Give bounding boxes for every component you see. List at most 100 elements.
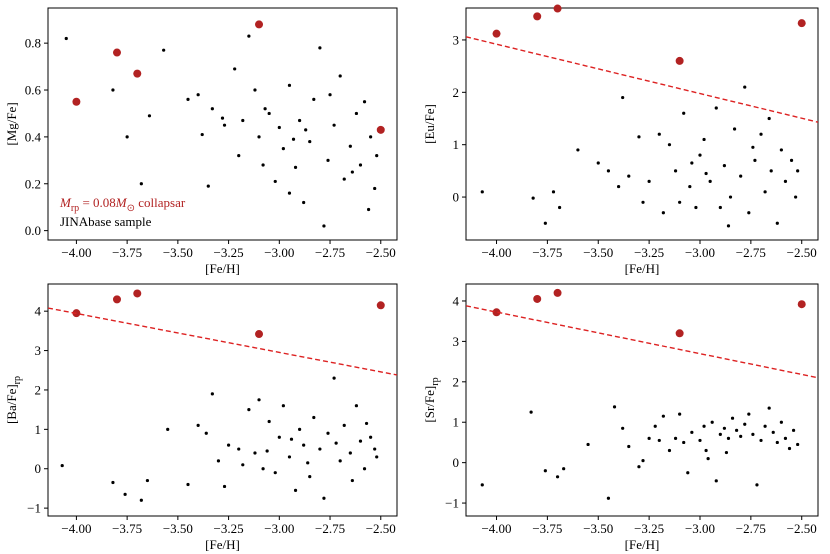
data-point [375,154,379,158]
data-point [123,492,127,496]
data-point [362,100,367,104]
data-point [718,432,722,436]
data-point [797,19,806,28]
subplot: −4.00 −3.75 −3.50 −3.25 −3.00 −2.75 −2.50 −1 0 1 2… [4,283,398,552]
subscript: rp [430,377,441,385]
data-point [753,158,757,162]
x-axis-label: [Fe/H] [625,537,660,552]
subscript: rp [71,203,79,214]
x-tick-label: −2.50 [366,521,396,536]
x-tick-label: −2.50 [787,521,817,536]
data-point [145,478,150,483]
data-point [332,123,336,127]
axes-frame [47,283,398,517]
x-tick-label: −3.75 [532,521,562,536]
data-point [210,107,214,111]
x-tick-label: −2.75 [736,521,766,536]
data-point [338,74,342,78]
data-point [318,46,322,50]
data-point [492,308,501,317]
data-point [111,88,115,92]
x-tick-label: −3.75 [532,245,562,260]
x-axis-label: [Fe/H] [205,537,240,552]
y-tick-label: 0.2 [25,176,41,191]
data-point [186,97,190,101]
data-point [722,426,727,430]
data-point [690,430,694,434]
data-point [641,459,645,463]
data-point [647,179,651,183]
data-point [257,135,261,139]
data-point [767,116,771,121]
x-tick-label: −3.75 [112,245,142,260]
data-point [112,48,121,57]
y-axis-label: [Ba/Fe]rp [4,376,23,424]
data-point [373,186,377,191]
data-point [637,135,641,139]
x-tick-label: −3.25 [214,521,244,536]
data-point [133,289,142,298]
data-point [678,200,682,204]
data-point [376,125,385,134]
data-point [273,471,277,475]
data-point [265,449,269,453]
data-point [306,461,310,465]
subplot: −4.00 −3.75 −3.50 −3.25 −3.00 −2.75 −2.50 −1 0 1 2… [422,283,819,552]
data-point [277,435,281,439]
data-point [794,195,798,199]
data-point [728,195,733,199]
data-point [751,432,755,436]
data-point [682,440,686,445]
data-point [196,93,200,97]
subplot: −4.00 −3.75 −3.50 −3.25 −3.00 −2.75 −2.50 0 1 2 3 [… [422,4,819,276]
data-point [743,85,747,89]
y-tick-label: 4 [35,304,42,319]
data-point [289,437,294,441]
x-tick-label: −3.25 [634,245,664,260]
data-point [342,423,346,428]
data-point [779,420,783,424]
data-point [735,428,739,432]
data-point [281,404,285,408]
data-point [312,97,316,101]
data-point [617,184,621,189]
data-point [293,488,298,492]
data-point [730,416,735,420]
x-tick-label: −2.75 [315,521,345,536]
data-point [354,404,359,408]
x-tick-label: −2.75 [736,245,766,260]
data-point [675,329,684,338]
data-point [714,106,718,110]
data-point [226,443,231,447]
data-point [686,471,690,475]
y-tick-label: 0.8 [25,36,41,51]
y-tick-label: 2 [453,374,460,389]
data-point [606,496,611,500]
data-point [704,448,708,453]
y-tick-label: 3 [453,32,460,47]
data-point [586,442,590,447]
data-point [722,164,727,168]
data-point [364,421,369,426]
data-point [714,479,718,483]
data-point [322,224,326,228]
data-point [647,436,651,440]
x-tick-label: −4.00 [61,521,91,536]
data-point [328,93,332,97]
subplot: −4.00 −3.75 −3.50 −3.25 −3.00 −2.75 −2.50 0.0 0.… [4,7,398,276]
data-point [267,111,271,116]
y-tick-label: 0.4 [25,129,42,144]
data-point [763,190,767,194]
data-point [277,125,281,130]
data-point [783,179,788,183]
y-tick-label: 2 [35,382,42,397]
data-point [338,459,342,463]
x-axis-label: [Fe/H] [205,261,240,276]
data-point [543,221,547,225]
data-point [375,455,379,459]
axes-frame [465,7,819,241]
data-point [257,398,261,402]
data-point [247,34,251,38]
data-point [253,451,257,455]
data-point [531,196,535,200]
